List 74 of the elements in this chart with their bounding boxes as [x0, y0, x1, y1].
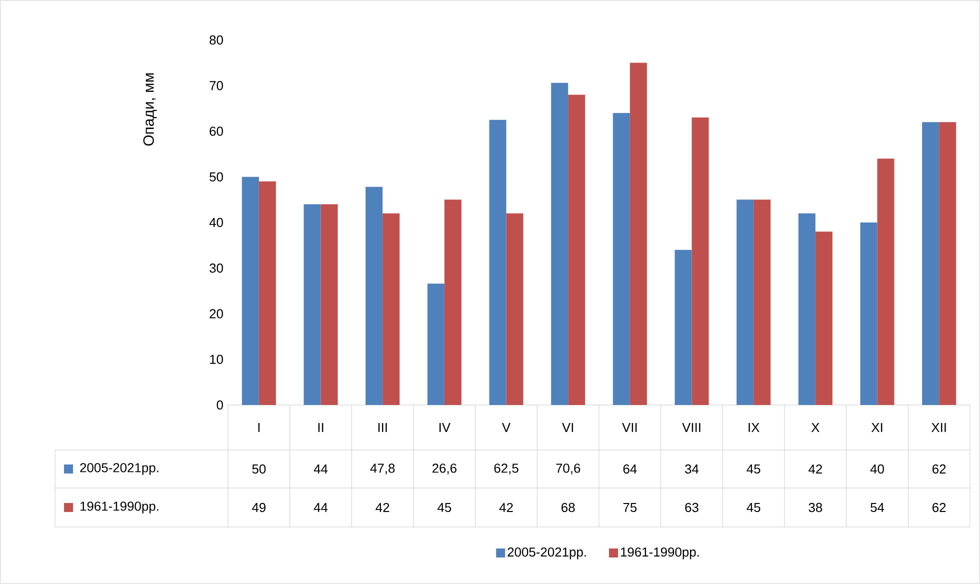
y-tick-label: 70 — [210, 81, 223, 90]
bar — [304, 204, 321, 405]
data-label: 38 — [808, 502, 822, 512]
y-tick-label: 60 — [210, 126, 223, 136]
bar — [630, 62, 647, 405]
bar — [366, 186, 383, 405]
x-tick-label: I — [258, 423, 260, 432]
data-label: 50 — [252, 464, 266, 474]
bar — [568, 94, 586, 405]
data-label: 45 — [746, 464, 760, 474]
data-label: 42 — [808, 464, 822, 474]
data-label: 40 — [870, 464, 884, 474]
bar — [444, 200, 462, 405]
bar — [877, 158, 894, 405]
bar — [489, 120, 506, 405]
bar — [258, 181, 276, 405]
x-tick-label: VII — [622, 423, 637, 432]
data-label: 64 — [623, 464, 637, 474]
data-label: 42 — [499, 502, 513, 512]
data-label: 34 — [685, 464, 699, 474]
data-label: 42 — [376, 502, 390, 512]
bar — [320, 204, 338, 405]
bar — [427, 284, 444, 405]
x-tick-label: III — [378, 423, 387, 432]
bar — [382, 213, 400, 405]
bar — [506, 213, 524, 405]
x-tick-label: XII — [931, 423, 946, 432]
y-axis-title: Опади, мм — [143, 73, 157, 146]
data-label: 62 — [932, 464, 946, 474]
x-tick-label: IX — [748, 423, 760, 432]
bar — [815, 232, 832, 405]
bar — [692, 118, 709, 405]
bar — [736, 200, 754, 405]
bar — [612, 112, 630, 405]
text: 2005-2021рр. — [508, 547, 586, 560]
data-label: 44 — [314, 503, 328, 512]
data-label: 63 — [685, 502, 698, 512]
data-label: 62 — [932, 502, 946, 512]
bar — [551, 82, 568, 405]
data-label: 45 — [746, 502, 760, 512]
data-label: 44 — [314, 464, 328, 474]
bar — [939, 122, 956, 405]
bar — [242, 176, 259, 405]
x-tick-label: V — [502, 423, 511, 432]
x-tick-label: VIII — [682, 423, 700, 432]
data-label: 54 — [870, 502, 884, 512]
y-tick-label: 40 — [209, 218, 223, 228]
data-label: 49 — [252, 502, 266, 512]
x-tick-label: XI — [871, 423, 882, 432]
legend-label: 2005-2021рр. — [80, 463, 158, 475]
legend-label: 1961-1990рр. — [80, 502, 158, 514]
data-label: 70,6 — [556, 464, 580, 474]
data-label: 75 — [623, 502, 637, 512]
y-tick-label: 0 — [216, 400, 223, 410]
y-tick-label: 10 — [210, 354, 223, 364]
bar — [860, 222, 878, 405]
y-tick-label: 20 — [210, 309, 223, 318]
data-label: 62,5 — [494, 464, 518, 474]
data-label: 45 — [438, 502, 452, 512]
bar — [798, 213, 816, 405]
x-tick-label: II — [318, 423, 324, 432]
y-tick-label: 80 — [210, 35, 223, 45]
bar — [922, 122, 940, 405]
data-label: 47,8 — [370, 464, 395, 474]
data-label: 68 — [562, 502, 575, 512]
y-tick-label: 30 — [210, 264, 223, 273]
data-label: 26,6 — [432, 464, 456, 474]
bar — [674, 250, 692, 405]
y-tick-label: 50 — [210, 172, 223, 182]
text: 1961-1990рр. — [620, 547, 699, 560]
x-tick-label: VI — [562, 423, 574, 432]
x-tick-label: IV — [440, 423, 450, 432]
x-tick-label: X — [811, 423, 820, 432]
bar — [754, 200, 771, 405]
